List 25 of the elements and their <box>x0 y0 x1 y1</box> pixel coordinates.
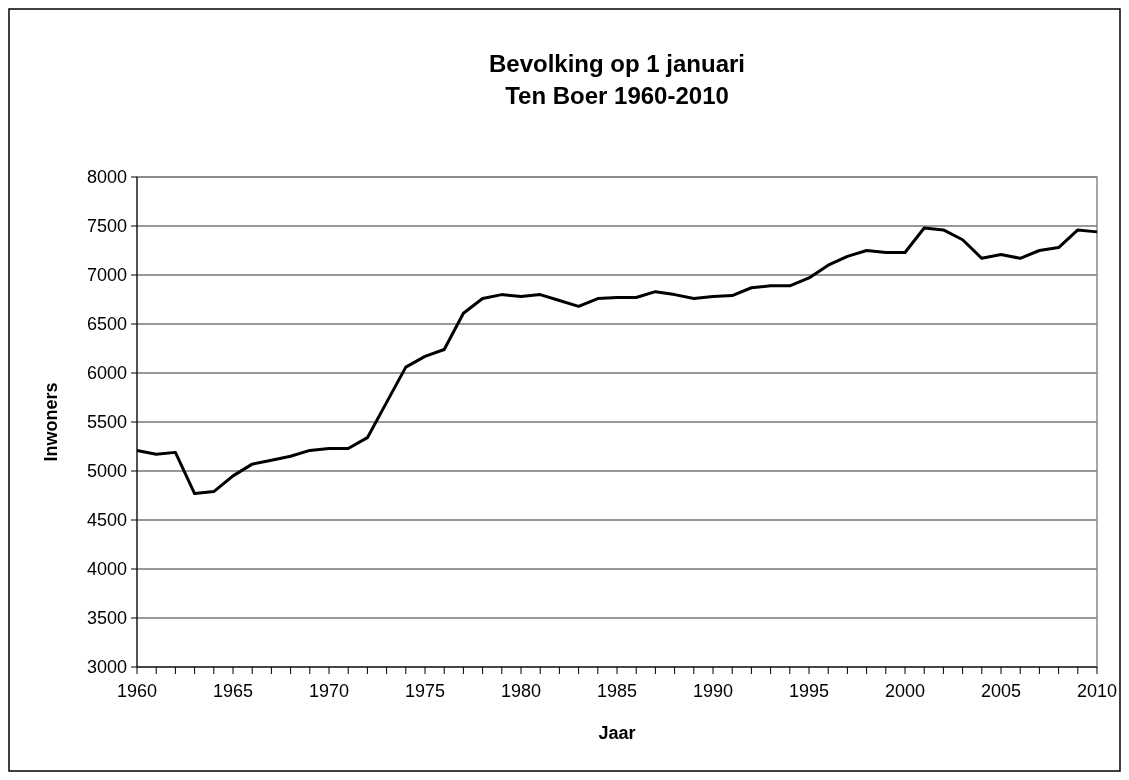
x-tick-label: 1980 <box>500 681 542 701</box>
x-tick-label: 2000 <box>884 681 926 701</box>
x-tick-label: 1970 <box>308 681 350 701</box>
y-tick-label: 7000 <box>86 265 127 286</box>
y-tick-label: 8000 <box>86 167 127 188</box>
x-tick-label: 1990 <box>692 681 734 701</box>
y-tick-label: 3500 <box>86 608 127 629</box>
y-tick-label: 7500 <box>86 216 127 237</box>
y-tick-label: 4000 <box>86 559 127 580</box>
y-tick-label: 5000 <box>86 461 127 482</box>
x-tick-label: 2010 <box>1076 681 1118 701</box>
x-tick-label: 1995 <box>788 681 830 701</box>
y-axis-title: Inwoners <box>41 382 61 462</box>
x-tick-label: 1985 <box>596 681 638 701</box>
x-tick-label: 2005 <box>980 681 1022 701</box>
chart-title: Bevolking op 1 januari Ten Boer 1960-2010 <box>488 50 746 109</box>
x-tick-label: 1960 <box>116 681 158 701</box>
x-tick-label: 1965 <box>212 681 254 701</box>
x-axis-title: Jaar <box>598 723 636 743</box>
x-tick-label: 1975 <box>404 681 446 701</box>
y-tick-label: 4500 <box>86 510 127 531</box>
y-tick-label: 6000 <box>86 363 127 384</box>
y-tick-label: 3000 <box>86 657 127 678</box>
y-tick-label: 6500 <box>86 314 127 335</box>
y-tick-label: 5500 <box>86 412 127 433</box>
